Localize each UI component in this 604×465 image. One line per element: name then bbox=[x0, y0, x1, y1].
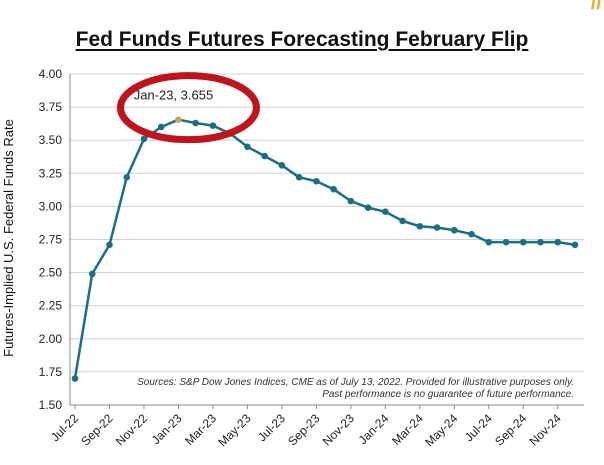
data-point bbox=[502, 238, 510, 246]
x-tick-label: Jul-22 bbox=[48, 411, 81, 444]
x-tick-label: Jan-24 bbox=[356, 411, 392, 447]
data-point bbox=[571, 241, 579, 249]
series-line bbox=[73, 118, 576, 379]
corner-logo-mark: // bbox=[590, 0, 602, 14]
data-point bbox=[416, 222, 424, 230]
source-note-line: Sources: S&P Dow Jones Indices, CME as o… bbox=[137, 377, 574, 388]
data-point bbox=[382, 208, 389, 215]
x-tick-label: Jul-24 bbox=[462, 411, 495, 444]
x-tick-label: Nov-23 bbox=[320, 411, 357, 448]
x-tick-label: Jan-23 bbox=[149, 411, 185, 447]
data-point bbox=[261, 152, 268, 160]
data-point bbox=[519, 238, 527, 246]
x-tick-label: Nov-24 bbox=[527, 411, 564, 448]
gridlines bbox=[70, 73, 584, 373]
data-point bbox=[485, 238, 493, 246]
data-point bbox=[106, 241, 113, 249]
x-tick-label: Mar-24 bbox=[389, 411, 426, 448]
y-tick-label: 3.50 bbox=[39, 133, 63, 147]
data-point bbox=[537, 238, 544, 246]
chart-title: Fed Funds Futures Forecasting February F… bbox=[75, 28, 529, 51]
y-tick-label: 3.00 bbox=[39, 199, 63, 213]
data-point bbox=[451, 226, 458, 234]
data-point bbox=[347, 197, 355, 205]
data-point bbox=[192, 119, 199, 127]
y-tick-label: 2.75 bbox=[39, 233, 63, 247]
data-point bbox=[364, 204, 372, 212]
data-point bbox=[554, 238, 562, 246]
y-axis-ticks: 1.50 1.75 2.00 2.25 2.50 2.75 3.00 3.25 3.50 3.75… bbox=[39, 67, 63, 412]
axes bbox=[69, 74, 584, 406]
y-tick-label: 4.00 bbox=[39, 67, 63, 81]
y-tick-label: 3.75 bbox=[39, 100, 63, 114]
x-tick-label: May-23 bbox=[215, 411, 253, 449]
data-point bbox=[433, 224, 441, 231]
data-point bbox=[295, 173, 303, 181]
data-point bbox=[313, 177, 320, 185]
highlight-point bbox=[175, 116, 182, 123]
x-tick-label: Sep-23 bbox=[285, 411, 322, 448]
x-tick-label: Sep-22 bbox=[78, 411, 115, 448]
data-point bbox=[140, 135, 148, 143]
data-point bbox=[330, 185, 337, 193]
data-annotation: Jan-23, 3.655 bbox=[134, 88, 214, 103]
source-note-line: Past performance is no guarantee of futu… bbox=[322, 389, 574, 400]
y-tick-label: 2.00 bbox=[39, 332, 63, 346]
highlight-group: Jan-23, 3.655 bbox=[116, 72, 260, 144]
y-axis-label: Futures-Implied U.S. Federal Funds Rate bbox=[1, 119, 16, 357]
series-line-group bbox=[71, 116, 579, 382]
data-point bbox=[123, 173, 131, 181]
data-point bbox=[209, 122, 217, 129]
data-point bbox=[278, 162, 286, 169]
y-tick-label: 2.50 bbox=[39, 266, 63, 280]
y-tick-label: 1.75 bbox=[39, 365, 63, 379]
x-tick-label: Nov-22 bbox=[113, 411, 150, 448]
data-point bbox=[468, 230, 475, 238]
y-tick-label: 1.50 bbox=[39, 398, 63, 412]
highlight-ring bbox=[116, 72, 260, 144]
data-point bbox=[244, 143, 251, 151]
source-note: Sources: S&P Dow Jones Indices, CME as o… bbox=[137, 377, 574, 400]
data-point bbox=[88, 270, 96, 278]
x-tick-label: Sep-24 bbox=[492, 411, 529, 448]
y-tick-label: 2.25 bbox=[39, 299, 63, 313]
x-tick-label: May-24 bbox=[422, 411, 460, 449]
x-tick-label: Jul-23 bbox=[255, 411, 288, 444]
data-point bbox=[71, 375, 79, 382]
data-point bbox=[399, 217, 406, 225]
x-tick-label: Mar-23 bbox=[182, 411, 219, 448]
data-point bbox=[157, 123, 165, 131]
y-tick-label: 3.25 bbox=[39, 166, 63, 180]
